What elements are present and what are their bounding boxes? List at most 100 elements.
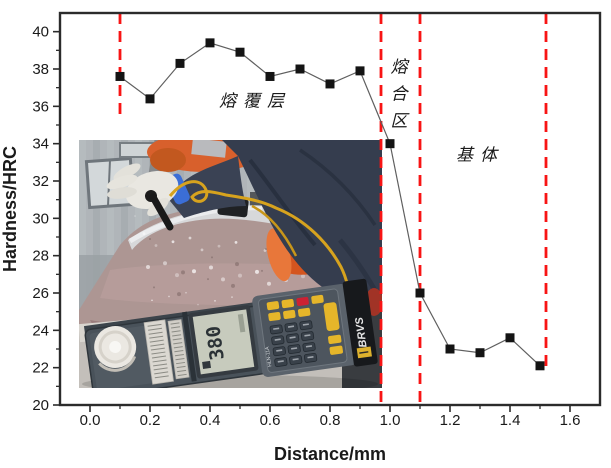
- x-tick-label: 0.4: [200, 412, 221, 429]
- y-tick-label: 32: [32, 173, 49, 190]
- data-point-marker: [235, 47, 245, 57]
- label-text-row: [148, 327, 163, 331]
- speckle: [168, 295, 170, 298]
- speckle-dark: [211, 256, 213, 259]
- key-label-mark: [277, 360, 284, 363]
- yellow-cable: [168, 180, 352, 349]
- wall-corrugation: [93, 140, 100, 320]
- key-label-mark: [287, 325, 295, 328]
- region-label: 熔覆层: [219, 91, 291, 111]
- y-tick-label: 34: [32, 136, 49, 153]
- label-text-row: [172, 338, 182, 341]
- speckle: [238, 273, 242, 278]
- speckle: [197, 303, 199, 306]
- brand-label: HBRVS: [353, 316, 370, 356]
- label-text-row: [154, 371, 169, 375]
- speckle: [142, 232, 146, 236]
- y-tick-label: 24: [32, 322, 49, 339]
- speckle: [188, 236, 192, 240]
- label-text-row: [176, 361, 186, 365]
- label-text-row: [151, 351, 166, 355]
- label-text-row: [152, 359, 167, 363]
- speckle-dark: [261, 269, 263, 272]
- data-point-marker: [145, 94, 155, 104]
- label-text-row: [174, 350, 184, 353]
- key-label-mark: [289, 336, 296, 339]
- label-text-row: [172, 334, 182, 337]
- yellow-key: [266, 301, 280, 311]
- speckle: [255, 269, 259, 274]
- data-point-marker: [355, 66, 365, 76]
- probe: [149, 193, 174, 231]
- speckle: [146, 264, 150, 269]
- speckle: [185, 291, 187, 294]
- lcd-segment: [237, 313, 246, 333]
- speckle: [231, 296, 233, 298]
- wall-corrugation: [79, 140, 86, 320]
- label-text-row: [149, 335, 164, 339]
- data-point-marker: [385, 139, 395, 149]
- speckle-dark: [265, 248, 267, 251]
- large-yellow-key: [323, 302, 340, 331]
- data-point-marker: [205, 38, 215, 48]
- speckle: [200, 248, 204, 252]
- key-label-mark: [307, 356, 314, 359]
- label-text-row: [173, 346, 183, 349]
- speckle: [234, 240, 238, 244]
- lcd-screen: [192, 309, 255, 375]
- speckle-dark: [235, 262, 239, 267]
- label-text-row: [177, 369, 187, 373]
- label-text-row: [175, 357, 185, 361]
- label-text-row: [153, 367, 168, 371]
- label-strip: [167, 319, 190, 380]
- data-point-marker: [505, 333, 515, 343]
- lcd-icon: [202, 360, 211, 369]
- y-tick-label: 20: [32, 397, 49, 414]
- key-label-mark: [305, 345, 313, 348]
- red-key: [296, 296, 309, 307]
- key-label-mark: [291, 347, 298, 350]
- label-text-row: [170, 322, 180, 325]
- speckle-dark: [181, 270, 185, 275]
- y-tick-label: 30: [32, 210, 49, 227]
- speckle: [163, 261, 167, 266]
- speckle: [151, 299, 153, 302]
- label-text-row: [171, 330, 181, 333]
- data-point-marker: [265, 71, 275, 81]
- data-point-marker: [295, 64, 305, 74]
- inset-photo: 380 HLN-11A HBRVS: [79, 140, 382, 388]
- label-text-row: [154, 375, 169, 379]
- data-point-marker: [445, 344, 455, 354]
- x-tick-label: 1.2: [440, 412, 461, 429]
- y-tick-label: 28: [32, 248, 49, 265]
- speckle: [221, 277, 225, 282]
- glove-finger: [107, 187, 137, 199]
- speckle-dark: [177, 292, 181, 297]
- data-point-marker: [475, 348, 485, 358]
- yellow-cable-strand: [251, 204, 298, 257]
- label-text-row: [170, 326, 181, 329]
- data-point-marker: [415, 288, 425, 298]
- key-label-mark: [273, 327, 280, 330]
- paper-roll-shade: [98, 355, 137, 372]
- label-text-row: [147, 323, 162, 327]
- speckle: [175, 273, 179, 278]
- yellow-key: [329, 345, 344, 355]
- brand-strip: [342, 278, 378, 367]
- x-tick-label: 1.4: [500, 412, 521, 429]
- x-tick-label: 0.8: [320, 412, 341, 429]
- x-axis-label: Distance/mm: [274, 444, 386, 464]
- orange-machine-part: [150, 148, 186, 172]
- jacket-forearm: [170, 156, 246, 218]
- label-text-row: [151, 355, 166, 359]
- key-label-mark: [274, 338, 281, 341]
- data-point-marker: [325, 79, 335, 89]
- label-text-row: [150, 343, 165, 347]
- hinge-gap: [181, 311, 197, 382]
- hardness-tester: 380 HLN-11A HBRVS: [83, 278, 378, 388]
- x-tick-label: 1.6: [560, 412, 581, 429]
- key-label-mark: [292, 358, 299, 361]
- speckle: [263, 249, 267, 252]
